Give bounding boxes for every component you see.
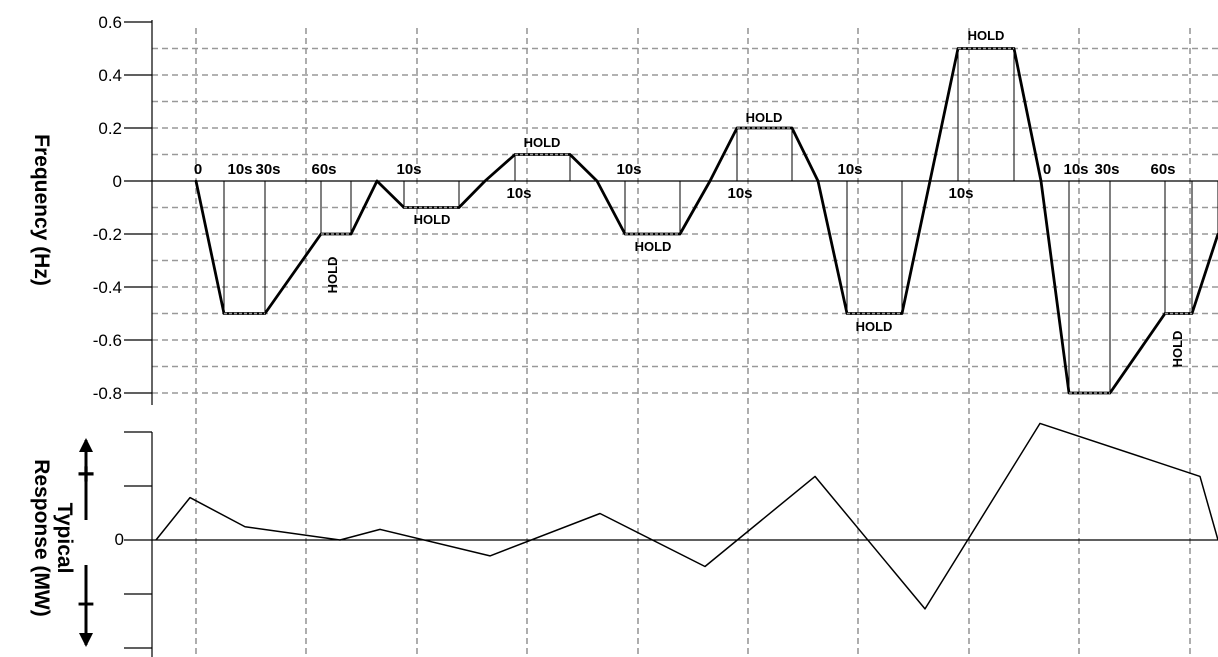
positive-arrow-head	[79, 438, 93, 452]
hold-label: HOLD	[856, 319, 893, 334]
frequency-tick-label: -0.6	[93, 331, 122, 350]
time-label: 60s	[1150, 161, 1175, 178]
negative-arrow-head	[79, 633, 93, 647]
frequency-series	[194, 47, 1218, 395]
time-label: 10s	[396, 161, 421, 178]
time-label: 0	[194, 161, 202, 178]
response-zero-label: 0	[115, 530, 124, 549]
chart-marks	[155, 47, 1218, 610]
chart-labels: Frequency (Hz) Typical Response (MW) + 0…	[30, 13, 1185, 619]
hold-label: HOLD	[414, 212, 451, 227]
response-series	[155, 422, 1218, 610]
time-label: 10s	[727, 185, 752, 202]
time-label: 10s	[948, 185, 973, 202]
time-label: 10s	[1063, 161, 1088, 178]
hold-label: HOLD	[635, 239, 672, 254]
frequency-point	[708, 179, 712, 183]
time-label: 30s	[1094, 161, 1119, 178]
frequency-point	[816, 179, 820, 183]
frequency-tick-label: -0.2	[93, 225, 122, 244]
negative-sign: –	[78, 586, 95, 619]
hold-label: HOLD	[746, 110, 783, 125]
frequency-point	[568, 153, 572, 156]
time-label: 60s	[311, 161, 336, 178]
frequency-tick-label: -0.8	[93, 384, 122, 403]
time-label: 10s	[837, 161, 862, 178]
frequency-tick-label: 0	[113, 172, 122, 191]
time-label: 10s	[506, 185, 531, 202]
response-axis-label-line1: Typical	[53, 503, 76, 574]
frequency-tick-label: 0.4	[98, 66, 122, 85]
grid	[152, 28, 1218, 657]
frequency-axis-label: Frequency (Hz)	[30, 134, 53, 286]
hold-label: HOLD	[968, 28, 1005, 43]
positive-sign: +	[77, 458, 95, 491]
frequency-point	[790, 126, 794, 130]
hold-label: HOLD	[325, 257, 340, 294]
time-label: 30s	[255, 161, 280, 178]
frequency-tick-label: -0.4	[93, 278, 122, 297]
frequency-point	[1039, 179, 1043, 183]
frequency-point	[928, 179, 932, 183]
frequency-point	[375, 179, 379, 183]
time-label: 0	[1043, 161, 1051, 178]
time-label: 10s	[227, 161, 252, 178]
frequency-tick-label: 0.6	[98, 13, 122, 32]
response-axis-label-line2: Response (MW)	[30, 459, 53, 617]
hold-label: HOLD	[1170, 331, 1185, 368]
frequency-point	[194, 179, 198, 183]
frequency-point	[900, 312, 904, 315]
frequency-tick-label: 0.2	[98, 119, 122, 138]
frequency-point	[678, 232, 682, 236]
time-label: 10s	[616, 161, 641, 178]
axes	[79, 20, 1218, 657]
frequency-point	[595, 179, 599, 183]
frequency-point	[483, 179, 487, 183]
frequency-point	[349, 232, 353, 236]
hold-label: HOLD	[524, 135, 561, 150]
frequency-point	[457, 206, 461, 209]
